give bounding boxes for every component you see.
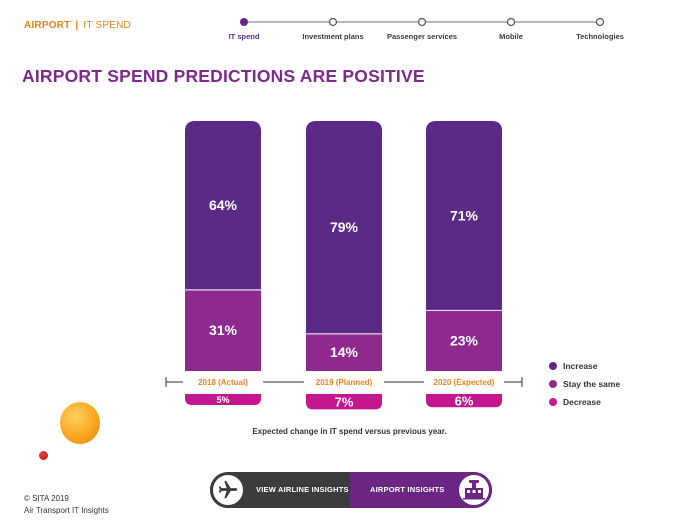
bar-stay-the-same-2018-actual (185, 290, 261, 371)
legend-label-increase: Increase (563, 361, 598, 371)
value-label-stay-the-same-2020-expected: 23% (450, 332, 479, 348)
chart-legend: Increase Stay the same Decrease (549, 357, 620, 411)
airport-insights-label[interactable]: AIRPORT INSIGHTS (370, 485, 445, 494)
category-label-2018-actual: 2018 (Actual) (198, 378, 248, 387)
bar-increase-2020-expected (426, 121, 502, 310)
subsection-name: IT SPEND (83, 20, 131, 31)
step-investment-plans[interactable]: Investment plans (302, 32, 364, 41)
source-text: Air Transport IT Insights (24, 506, 109, 515)
section-name: AIRPORT (24, 20, 71, 31)
value-label-decrease-2018-actual: 5% (216, 395, 229, 405)
step-technologies[interactable]: Technologies (576, 32, 624, 41)
page-title: AIRPORT SPEND PREDICTIONS ARE POSITIVE (22, 66, 425, 86)
legend-swatch-decrease (549, 398, 557, 406)
bar-stay-the-same-2019-planned (306, 334, 382, 371)
view-airline-insights-label[interactable]: VIEW AIRLINE INSIGHTS (256, 485, 349, 494)
category-label-2020-expected: 2020 (Expected) (434, 378, 495, 387)
decorative-orange-orb (60, 402, 100, 444)
airplane-icon[interactable] (210, 472, 246, 508)
bar-decrease-2020-expected (426, 394, 502, 408)
legend-swatch-stay-the-same (549, 380, 557, 388)
copyright-block: © SITA 2019 Air Transport IT Insights (24, 493, 109, 517)
value-label-decrease-2019-planned: 7% (335, 395, 354, 410)
airport-terminal-icon[interactable] (456, 472, 492, 508)
bar-decrease-2019-planned (306, 394, 382, 410)
bar-increase-2019-planned (306, 121, 382, 334)
copyright-text: © SITA 2019 (24, 494, 69, 503)
legend-label-stay-the-same: Stay the same (563, 379, 621, 389)
value-label-increase-2020-expected: 71% (450, 207, 479, 223)
progress-stepper: IT spend Investment plans Passenger serv… (0, 0, 699, 50)
step-dot-passenger-services[interactable] (417, 17, 427, 27)
stacked-bar-chart: 64% 31% 5% 2018 (Actual) 79% 14% 7% 2019 (Plann… (165, 121, 523, 410)
legend-item-decrease: Decrease (549, 393, 620, 411)
category-label-2019-planned: 2019 (Planned) (316, 378, 373, 387)
step-dot-technologies[interactable] (595, 17, 605, 27)
bar-stay-the-same-2020-expected (426, 310, 502, 371)
value-label-stay-the-same-2018-actual: 31% (209, 322, 238, 338)
decorative-red-dot (39, 451, 48, 460)
legend-item-increase: Increase (549, 357, 620, 375)
step-passenger-services[interactable]: Passenger services (386, 32, 458, 41)
step-mobile[interactable]: Mobile (499, 32, 523, 41)
chart-caption: Expected change in IT spend versus previ… (252, 427, 447, 436)
step-dot-mobile[interactable] (506, 17, 516, 27)
value-label-stay-the-same-2019-planned: 14% (330, 344, 359, 360)
step-dot-it-spend[interactable] (240, 18, 248, 26)
legend-label-decrease: Decrease (563, 397, 601, 407)
progress-track (240, 17, 605, 27)
section-separator: | (75, 20, 79, 31)
value-label-decrease-2020-expected: 6% (455, 394, 474, 409)
section-label: AIRPORT | IT SPEND (24, 20, 131, 31)
category-label-bg-2019-planned (304, 376, 384, 388)
value-label-increase-2018-actual: 64% (209, 197, 238, 213)
step-it-spend[interactable]: IT spend (228, 32, 260, 41)
bar-increase-2018-actual (185, 121, 261, 290)
category-label-bg-2018-actual (183, 376, 263, 388)
legend-item-stay-the-same: Stay the same (549, 375, 620, 393)
legend-swatch-increase (549, 362, 557, 370)
category-label-bg-2020-expected (424, 376, 504, 388)
step-dot-investment-plans[interactable] (328, 17, 338, 27)
bar-decrease-2018-actual (185, 394, 261, 405)
value-label-increase-2019-planned: 79% (330, 219, 359, 235)
